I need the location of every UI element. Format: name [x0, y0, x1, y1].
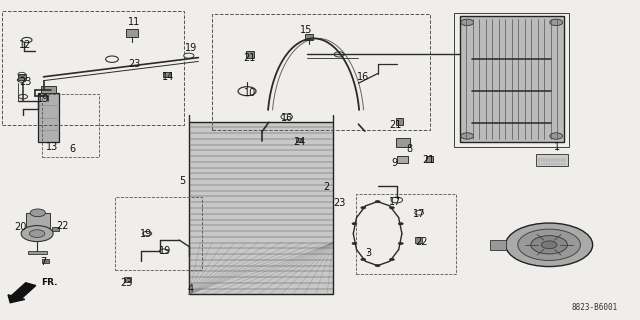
Text: 19: 19 [37, 94, 50, 104]
Text: 23: 23 [333, 198, 346, 208]
Bar [52, 227, 59, 231]
Text: 16: 16 [356, 72, 369, 82]
Circle shape [398, 222, 403, 225]
Circle shape [550, 133, 563, 139]
Text: 23: 23 [19, 76, 32, 87]
Text: 22: 22 [415, 236, 428, 247]
Circle shape [541, 241, 557, 249]
Circle shape [550, 19, 563, 26]
Bar [490, 240, 506, 250]
Bar [415, 237, 422, 243]
Text: 1: 1 [554, 142, 560, 152]
Bar [42, 94, 99, 157]
Text: 24: 24 [293, 137, 306, 148]
Text: 17: 17 [389, 196, 402, 207]
Circle shape [531, 236, 568, 254]
Text: 19: 19 [140, 228, 152, 239]
Circle shape [375, 264, 380, 267]
Text: 21: 21 [422, 155, 435, 165]
Bar [246, 51, 254, 58]
Bar [536, 154, 568, 166]
Bar [42, 259, 49, 263]
Text: 21: 21 [243, 52, 256, 63]
Text: 16: 16 [280, 113, 293, 124]
Circle shape [461, 133, 474, 139]
Bar [28, 251, 47, 254]
Text: 17: 17 [413, 209, 426, 220]
Bar [26, 213, 50, 235]
Text: 8: 8 [406, 144, 413, 154]
Circle shape [506, 223, 593, 267]
Circle shape [352, 242, 357, 245]
Bar [396, 138, 410, 147]
FancyArrow shape [8, 283, 36, 303]
Circle shape [389, 206, 394, 209]
Bar [305, 34, 313, 40]
Bar [396, 118, 403, 125]
Text: 20: 20 [14, 222, 27, 232]
Bar [189, 122, 333, 294]
Text: 9: 9 [392, 158, 398, 168]
Circle shape [361, 258, 366, 261]
Text: 8823-B6001: 8823-B6001 [572, 303, 618, 312]
Circle shape [30, 209, 45, 217]
Text: 5: 5 [179, 176, 186, 186]
Bar [454, 13, 569, 147]
Bar [18, 74, 26, 80]
Bar [41, 86, 56, 93]
Text: 14: 14 [161, 72, 174, 82]
Bar [126, 29, 138, 37]
Text: 15: 15 [300, 25, 312, 36]
Bar [296, 138, 302, 142]
Circle shape [29, 230, 45, 237]
Circle shape [361, 206, 366, 209]
Text: 21: 21 [389, 120, 402, 130]
Bar [38, 93, 59, 142]
Text: 23: 23 [120, 278, 133, 288]
Circle shape [398, 242, 403, 245]
Text: 22: 22 [56, 220, 69, 231]
Circle shape [518, 229, 580, 260]
Text: 23: 23 [128, 59, 141, 69]
Bar [356, 194, 456, 274]
Bar [460, 16, 564, 142]
Text: 6: 6 [69, 144, 76, 154]
Bar [212, 14, 430, 130]
Bar [124, 277, 131, 282]
Text: 19: 19 [159, 246, 172, 256]
Bar [2, 11, 184, 125]
Text: 7: 7 [40, 257, 47, 267]
Text: FR.: FR. [41, 278, 58, 287]
Bar [426, 156, 433, 162]
Text: 3: 3 [365, 248, 371, 258]
Text: 10: 10 [243, 88, 256, 98]
Text: 19: 19 [184, 43, 197, 53]
Circle shape [375, 200, 380, 203]
Text: 2: 2 [323, 182, 330, 192]
Circle shape [21, 226, 53, 242]
Text: 4: 4 [188, 284, 194, 294]
Bar [397, 156, 408, 163]
Text: 13: 13 [46, 142, 59, 152]
Text: 12: 12 [19, 40, 32, 50]
Bar [163, 72, 171, 77]
Bar [115, 197, 202, 270]
Circle shape [389, 258, 394, 261]
Circle shape [352, 222, 357, 225]
Text: 11: 11 [128, 17, 141, 28]
Circle shape [461, 19, 474, 26]
